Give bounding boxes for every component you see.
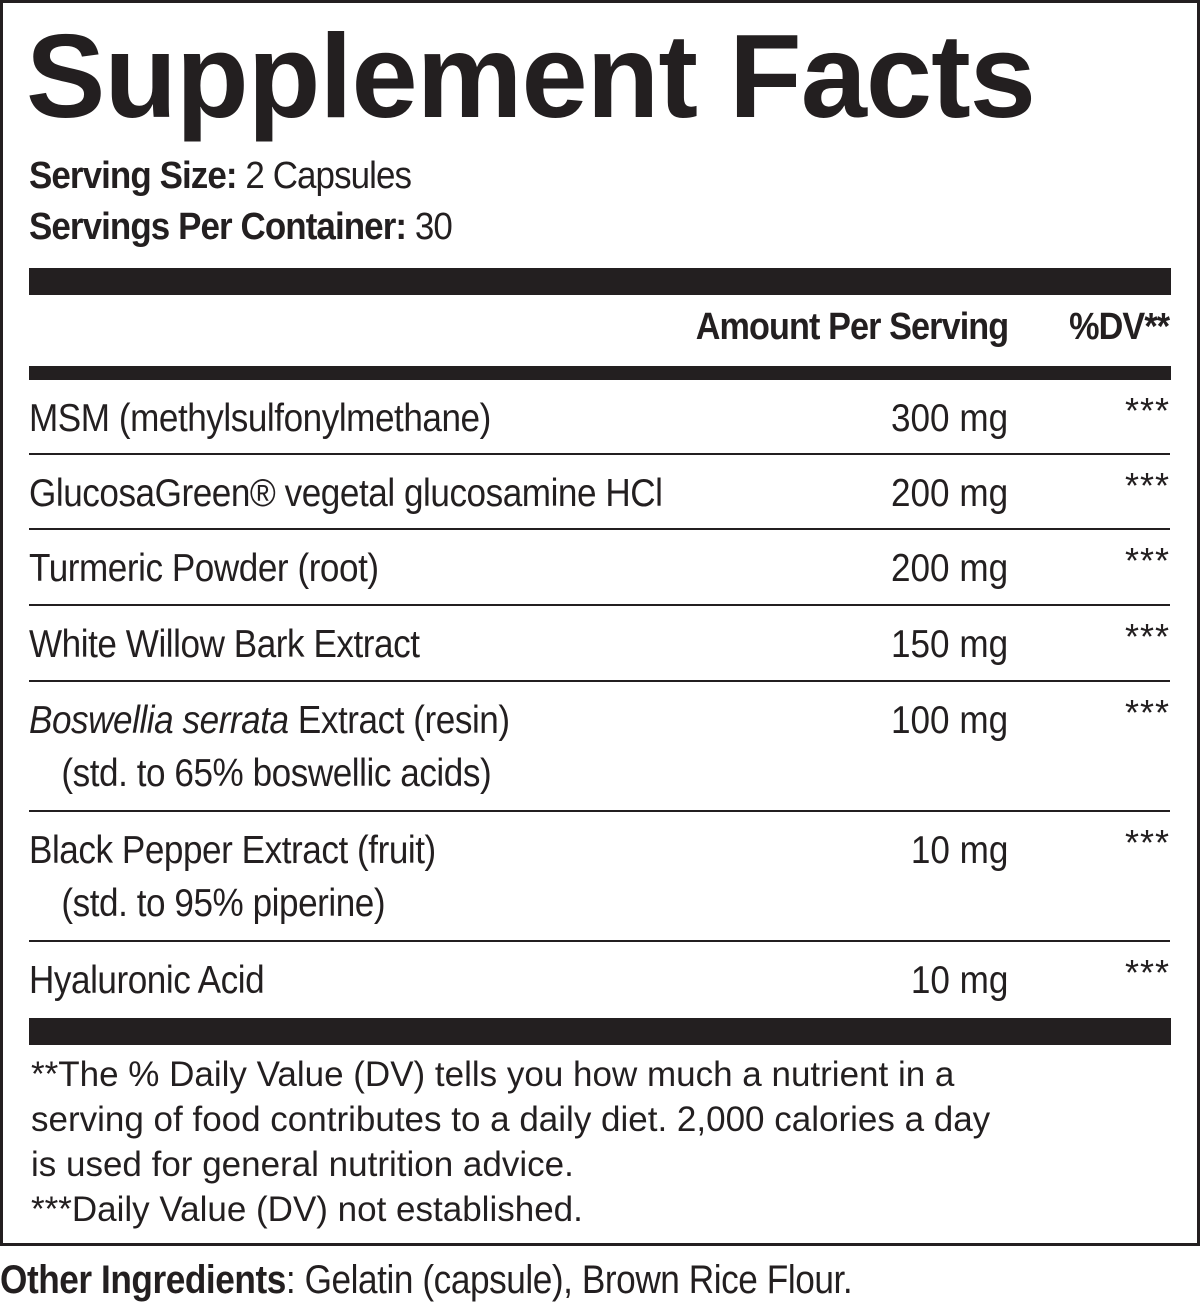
footnote-line: is used for general nutrition advice. xyxy=(31,1145,574,1184)
footnote-line: **The % Daily Value (DV) tells you how m… xyxy=(31,1055,955,1094)
panel-title: Supplement Facts xyxy=(26,10,1036,143)
ingredient-dv: *** xyxy=(1124,616,1170,657)
amount-header: Amount Per Serving xyxy=(695,306,1008,348)
ingredient-row: GlucosaGreen® vegetal glucosamine HCl 20… xyxy=(29,455,1170,530)
ingredient-subtext: (std. to 95% piperine) xyxy=(61,882,386,925)
footnote-line: ***Daily Value (DV) not established. xyxy=(31,1190,583,1229)
ingredient-name: Black Pepper Extract (fruit) (std. to 95%… xyxy=(29,826,436,932)
servings-per-container-label: Servings Per Container: xyxy=(29,206,407,248)
ingredient-name: MSM (methylsulfonylmethane) xyxy=(29,397,491,440)
ingredient-name-italic: Boswellia serrata xyxy=(29,699,289,742)
ingredient-amount: 200 mg xyxy=(890,472,1008,515)
ingredient-amount: 150 mg xyxy=(890,623,1008,666)
ingredient-name: Hyaluronic Acid xyxy=(29,959,265,1002)
servings-per-container-value: 30 xyxy=(414,206,453,248)
serving-size: Serving Size: 2 Capsules xyxy=(29,155,412,198)
ingredient-amount: 10 mg xyxy=(910,959,1008,1002)
ingredient-amount: 100 mg xyxy=(890,699,1008,742)
ingredient-dv: *** xyxy=(1124,822,1170,863)
ingredient-name: GlucosaGreen® vegetal glucosamine HCl xyxy=(29,472,663,515)
thick-divider xyxy=(29,1018,1171,1045)
ingredient-name-rest: Extract (resin) xyxy=(288,699,510,742)
ingredient-row: Hyaluronic Acid 10 mg *** xyxy=(29,942,1170,1018)
ingredient-name: White Willow Bark Extract xyxy=(29,623,420,666)
ingredient-name: Boswellia serrata Extract (resin) (std. t… xyxy=(29,696,510,802)
ingredient-amount: 300 mg xyxy=(890,397,1008,440)
footnotes: **The % Daily Value (DV) tells you how m… xyxy=(31,1052,990,1232)
servings-per-container: Servings Per Container: 30 xyxy=(29,206,453,249)
other-ingredients-value: : Gelatin (capsule), Brown Rice Flour. xyxy=(285,1258,853,1302)
supplement-facts-panel xyxy=(0,0,1200,1246)
dv-header: %DV** xyxy=(1068,306,1170,348)
other-ingredients-label: Other Ingredients xyxy=(0,1258,286,1302)
ingredient-name: Turmeric Powder (root) xyxy=(29,547,379,590)
ingredient-row: Black Pepper Extract (fruit) (std. to 95%… xyxy=(29,812,1170,942)
other-ingredients: Other Ingredients: Gelatin (capsule), Br… xyxy=(0,1258,853,1303)
ingredient-dv: *** xyxy=(1124,692,1170,733)
footnote-line: serving of food contributes to a daily d… xyxy=(31,1100,991,1139)
ingredient-amount: 200 mg xyxy=(890,547,1008,590)
serving-size-value: 2 Capsules xyxy=(245,155,412,197)
ingredient-dv: *** xyxy=(1124,952,1170,993)
thick-divider xyxy=(29,268,1171,295)
ingredient-row: White Willow Bark Extract 150 mg *** xyxy=(29,606,1170,682)
ingredient-amount: 10 mg xyxy=(910,829,1008,872)
ingredient-row: Turmeric Powder (root) 200 mg *** xyxy=(29,530,1170,606)
ingredient-row: MSM (methylsulfonylmethane) 300 mg *** xyxy=(29,380,1170,455)
ingredient-row: Boswellia serrata Extract (resin) (std. t… xyxy=(29,682,1170,812)
serving-size-label: Serving Size: xyxy=(29,155,238,197)
ingredient-name-text: Black Pepper Extract (fruit) xyxy=(29,829,436,872)
medium-divider xyxy=(29,366,1171,380)
ingredient-dv: *** xyxy=(1124,540,1170,581)
ingredient-dv: *** xyxy=(1124,390,1170,431)
ingredient-dv: *** xyxy=(1124,465,1170,506)
ingredient-subtext: (std. to 65% boswellic acids) xyxy=(61,752,492,795)
